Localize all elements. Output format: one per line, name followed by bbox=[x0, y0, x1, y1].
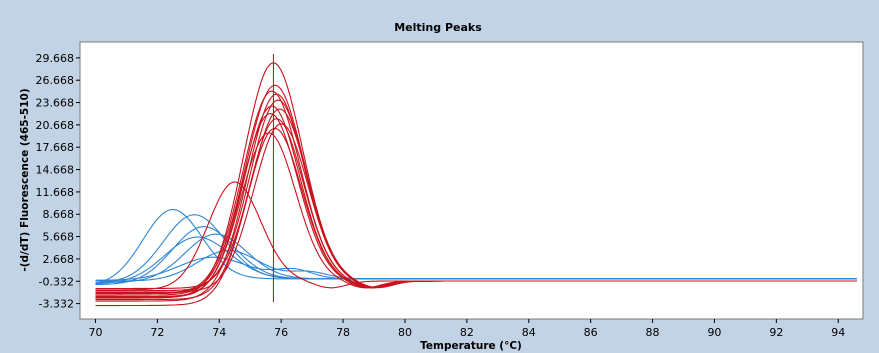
x-tick-label: 84 bbox=[522, 326, 536, 339]
y-tick-label: 5.668 bbox=[43, 231, 75, 244]
x-tick-label: 72 bbox=[150, 326, 164, 339]
y-tick-label: -0.332 bbox=[39, 275, 74, 288]
x-tick-label: 74 bbox=[212, 326, 226, 339]
y-tick-label: 8.668 bbox=[43, 208, 75, 221]
y-tick-label: -3.332 bbox=[39, 298, 74, 311]
x-tick-label: 88 bbox=[646, 326, 660, 339]
x-tick-label: 90 bbox=[707, 326, 721, 339]
y-tick-label: 20.668 bbox=[36, 119, 75, 132]
chart-title: Melting Peaks bbox=[394, 21, 482, 34]
plot-area bbox=[79, 41, 864, 320]
y-axis: -3.332 -0.332 2.668 5.668 8.668 11.668 14.668 1… bbox=[36, 52, 80, 311]
x-tick-label: 82 bbox=[460, 326, 474, 339]
x-tick-label: 94 bbox=[831, 326, 845, 339]
y-tick-label: 2.668 bbox=[43, 253, 75, 266]
x-tick-label: 78 bbox=[336, 326, 350, 339]
red-melt-curve bbox=[95, 181, 857, 291]
x-tick-label: 86 bbox=[584, 326, 598, 339]
x-axis-label: Temperature (°C) bbox=[420, 340, 522, 352]
y-tick-label: 17.668 bbox=[36, 141, 75, 154]
y-tick-label: 11.668 bbox=[36, 186, 75, 199]
y-tick-label: 14.668 bbox=[36, 164, 75, 177]
x-axis: 70 72 74 76 78 80 82 84 86 88 90 92 94 bbox=[88, 319, 845, 339]
x-tick-label: 92 bbox=[769, 326, 783, 339]
y-axis-label: -(d/dT) Fluorescence (465-510) bbox=[19, 88, 31, 271]
x-tick-label: 76 bbox=[274, 326, 288, 339]
y-tick-label: 26.668 bbox=[36, 74, 75, 87]
x-tick-label: 80 bbox=[398, 326, 412, 339]
y-tick-label: 29.668 bbox=[36, 52, 75, 65]
x-tick-label: 70 bbox=[88, 326, 102, 339]
y-tick-label: 23.668 bbox=[36, 97, 75, 110]
